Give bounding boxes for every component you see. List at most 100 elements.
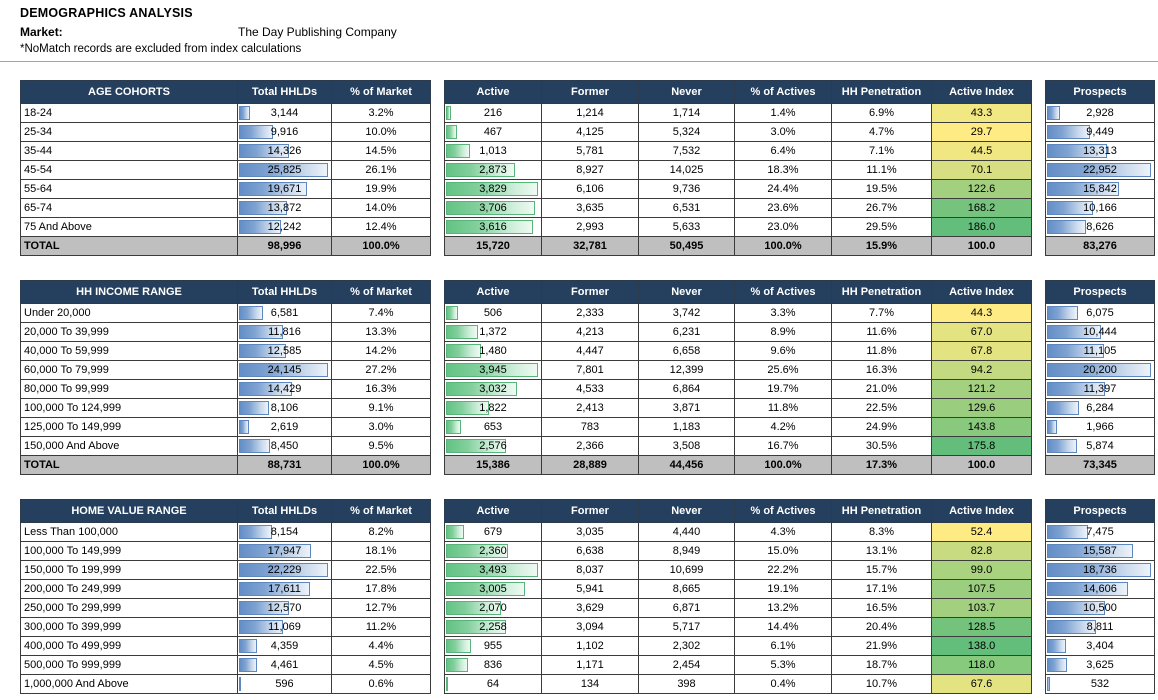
- bar-value: 6,284: [1086, 402, 1114, 414]
- cell-pct-actives: 18.3%: [734, 160, 832, 180]
- cell-prospects: 2,928: [1045, 103, 1155, 123]
- cell-former: 6,106: [541, 179, 639, 199]
- cell-never: 9,736: [638, 179, 735, 199]
- cell-hh-penetration: 21.0%: [831, 379, 932, 399]
- cell-former: 3,094: [541, 617, 639, 637]
- table-row: 45-54 25,825 26.1%: [20, 160, 431, 180]
- table-row: 65-74 13,872 14.0%: [20, 198, 431, 218]
- cell-total-hhlds: 88,731: [237, 455, 332, 475]
- table-row: 6,284: [1045, 398, 1155, 418]
- cell-category: Under 20,000: [20, 303, 238, 323]
- cell-total-hhlds: 596: [237, 674, 332, 694]
- cell-total-hhlds: 17,947: [237, 541, 332, 561]
- table-row: 2,258 3,094 5,717 14.4% 20.4% 128.5: [444, 617, 1032, 637]
- left-subtable: HH INCOME RANGE Total HHLDs% of Market Und…: [20, 280, 431, 475]
- cell-active-index: 100.0: [931, 236, 1032, 256]
- cell-prospects: 15,587: [1045, 541, 1155, 561]
- cell-active-index: 122.6: [931, 179, 1032, 199]
- cell-pct-market: 16.3%: [331, 379, 431, 399]
- cell-hh-penetration: 8.3%: [831, 522, 932, 542]
- data-bar: [446, 163, 516, 177]
- bar-value: 20,200: [1083, 364, 1117, 376]
- table-row: 2,360 6,638 8,949 15.0% 13.1% 82.8: [444, 541, 1032, 561]
- table-row: 20,000 To 39,999 11,816 13.3%: [20, 322, 431, 342]
- cell-active: 3,829: [444, 179, 542, 199]
- bar-value: 17,611: [268, 583, 301, 595]
- table-row: 3,625: [1045, 655, 1155, 675]
- data-bar: [239, 182, 307, 196]
- data-bar: [446, 420, 462, 434]
- bar-value: 4,461: [270, 659, 299, 671]
- bar-value: 25,825: [267, 164, 302, 176]
- cell-category: 100,000 To 124,999: [20, 398, 238, 418]
- cell-never: 4,440: [638, 522, 735, 542]
- cell-pct-actives: 15.0%: [734, 541, 832, 561]
- table-row: 14,606: [1045, 579, 1155, 599]
- data-bar: [239, 325, 283, 339]
- cell-active: 2,576: [444, 436, 542, 456]
- table-row: 3,829 6,106 9,736 24.4% 19.5% 122.6: [444, 179, 1032, 199]
- cell-hh-penetration: 16.5%: [831, 598, 932, 618]
- total-row: 15,720 32,781 50,495 100.0% 15.9% 100.0: [444, 236, 1032, 256]
- header-row: Active Former Never% of Actives HH Penetrat…: [444, 80, 1032, 104]
- data-bar: [446, 525, 464, 539]
- cell-total-hhlds: 4,461: [237, 655, 332, 675]
- cell-pct-market: 11.2%: [331, 617, 431, 637]
- cell-pct-market: 100.0%: [331, 236, 431, 256]
- cell-pct-market: 10.0%: [331, 122, 431, 142]
- data-bar: [446, 344, 481, 358]
- data-bar: [446, 563, 539, 577]
- cell-pct-actives: 4.2%: [734, 417, 832, 437]
- bar-value: 2,928: [1086, 107, 1114, 119]
- cell-pct-actives: 13.2%: [734, 598, 832, 618]
- bar-value: 4,359: [270, 640, 299, 652]
- cell-never: 3,742: [638, 303, 735, 323]
- cell-total-hhlds: 22,229: [237, 560, 332, 580]
- data-bar: [1047, 563, 1151, 577]
- cell-active-index: 138.0: [931, 636, 1032, 656]
- bar-value: 3,616: [479, 221, 507, 233]
- cell-active: 3,005: [444, 579, 542, 599]
- data-bar: [1047, 163, 1151, 177]
- table-row: 5,874: [1045, 436, 1155, 456]
- cell-category: 18-24: [20, 103, 238, 123]
- bar-value: 10,500: [1083, 602, 1117, 614]
- bar-value: 14,429: [267, 383, 302, 395]
- cell-total-hhlds: 24,145: [237, 360, 332, 380]
- cell-hh-penetration: 7.1%: [831, 141, 932, 161]
- table-row: 125,000 To 149,999 2,619 3.0%: [20, 417, 431, 437]
- column-header-total-hhlds: Total HHLDs: [237, 80, 332, 104]
- cell-pct-market: 8.2%: [331, 522, 431, 542]
- cell-pct-actives: 23.6%: [734, 198, 832, 218]
- total-row: TOTAL 88,731 100.0%: [20, 455, 431, 475]
- cell-category: 1,000,000 And Above: [20, 674, 238, 694]
- table-title-header: AGE COHORTS: [20, 80, 238, 104]
- table-row: 75 And Above 12,242 12.4%: [20, 217, 431, 237]
- bar-value: 8,626: [1086, 221, 1114, 233]
- bar-value: 2,360: [479, 545, 507, 557]
- column-header-hh-penetration: HH Penetration: [831, 80, 932, 104]
- cell-prospects: 22,952: [1045, 160, 1155, 180]
- cell-category: TOTAL: [20, 455, 238, 475]
- column-header-hh-penetration: HH Penetration: [831, 499, 932, 523]
- data-bar: [1047, 182, 1119, 196]
- cell-hh-penetration: 17.3%: [831, 455, 932, 475]
- bar-value: 9,449: [1086, 126, 1114, 138]
- cell-prospects: 3,404: [1045, 636, 1155, 656]
- cell-prospects: 5,874: [1045, 436, 1155, 456]
- bar-value: 836: [483, 659, 503, 671]
- bar-value: 7,475: [1086, 526, 1114, 538]
- cell-former: 2,993: [541, 217, 639, 237]
- prospects-subtable: Prospects 2,928 9,449 13,313 22,952 15,842 10,…: [1045, 80, 1155, 256]
- cell-pct-actives: 16.7%: [734, 436, 832, 456]
- cell-pct-actives: 19.1%: [734, 579, 832, 599]
- data-bar: [239, 106, 250, 120]
- cell-active-index: 44.5: [931, 141, 1032, 161]
- cell-pct-actives: 0.4%: [734, 674, 832, 694]
- data-bar: [446, 325, 479, 339]
- data-bar: [1047, 144, 1108, 158]
- column-header-active-index: Active Index: [931, 80, 1032, 104]
- total-row: 15,386 28,889 44,456 100.0% 17.3% 100.0: [444, 455, 1032, 475]
- table-row: 955 1,102 2,302 6.1% 21.9% 138.0: [444, 636, 1032, 656]
- market-label: Market:: [20, 25, 63, 39]
